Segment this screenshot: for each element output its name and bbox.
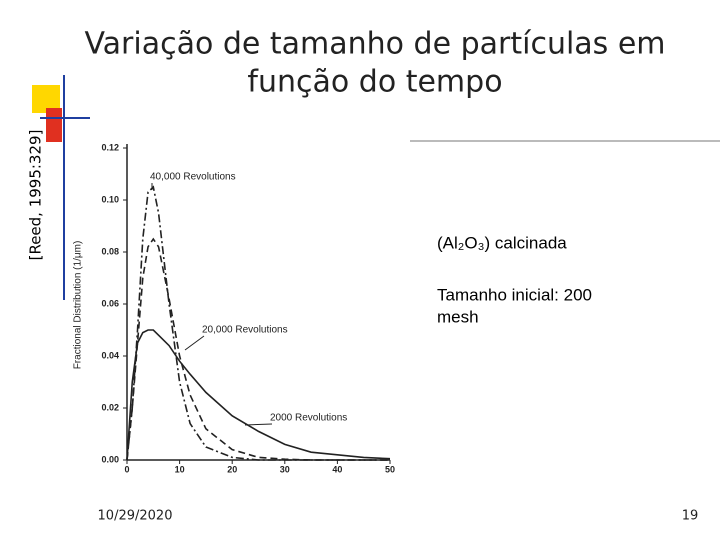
data-line bbox=[126, 329, 391, 461]
y-tick-label: 0.12 bbox=[101, 142, 119, 152]
note: Tamanho inicial: 200 bbox=[437, 285, 592, 304]
title: função do tempo bbox=[247, 65, 502, 100]
x-tick-label: 40 bbox=[332, 464, 342, 474]
x-tick-label: 0 bbox=[124, 464, 129, 474]
note: (Al₂O₃) calcinada bbox=[437, 233, 567, 252]
y-tick-label: 0.10 bbox=[101, 194, 119, 204]
y-tick-label: 0.06 bbox=[101, 298, 119, 308]
y-axis-label: Fractional Distribution (1/μm) bbox=[73, 241, 84, 370]
series-label: 2000 Revolutions bbox=[270, 413, 347, 424]
note: mesh bbox=[437, 307, 479, 326]
x-tick-label: 20 bbox=[227, 464, 237, 474]
x-tick-label: 10 bbox=[175, 464, 185, 474]
data-line bbox=[126, 185, 390, 461]
label-arrow bbox=[184, 335, 205, 351]
title: Variação de tamanho de partículas em bbox=[84, 27, 665, 62]
x-tick-label: 30 bbox=[280, 464, 290, 474]
citation: [Reed, 1995:329] bbox=[27, 130, 45, 261]
decor-square bbox=[46, 108, 62, 142]
series-label: 20,000 Revolutions bbox=[202, 325, 288, 336]
y-tick-label: 0.08 bbox=[101, 246, 119, 256]
y-tick-label: 0.04 bbox=[101, 350, 119, 360]
x-tick-label: 50 bbox=[385, 464, 395, 474]
y-tick-label: 0.02 bbox=[101, 402, 119, 412]
date: 10/29/2020 bbox=[98, 509, 173, 524]
data-line bbox=[126, 237, 390, 461]
y-tick-label: 0.00 bbox=[101, 454, 119, 464]
series-label: 40,000 Revolutions bbox=[150, 172, 236, 183]
label-arrow bbox=[244, 423, 273, 426]
page-number: 19 bbox=[682, 509, 699, 524]
